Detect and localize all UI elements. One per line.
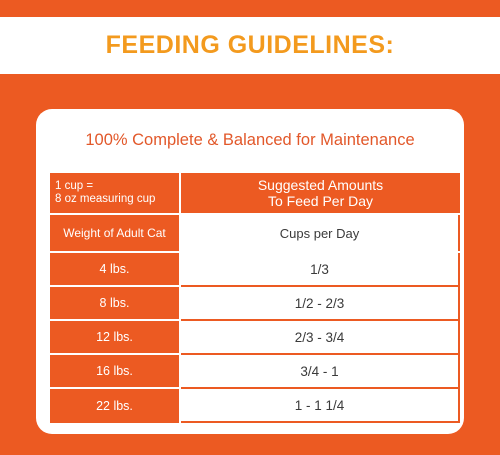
measuring-note: 1 cup = 8 oz measuring cup: [50, 173, 181, 213]
cups-cell: 2/3 - 3/4: [181, 321, 460, 355]
table-column-headers: Weight of Adult Cat Cups per Day: [50, 213, 460, 253]
measuring-note-line1: 1 cup =: [55, 180, 94, 192]
column-header-weight: Weight of Adult Cat: [50, 215, 181, 251]
weight-cell: 4 lbs.: [50, 253, 181, 287]
table-header-top: 1 cup = 8 oz measuring cup Suggested Amo…: [50, 173, 460, 213]
column-header-cups: Cups per Day: [181, 215, 460, 251]
suggested-amounts-line1: Suggested Amounts: [257, 177, 384, 193]
suggested-amounts-line2: To Feed Per Day: [267, 193, 374, 209]
cups-cell: 1/3: [181, 253, 460, 287]
title-banner: FEEDING GUIDELINES:: [0, 17, 500, 74]
weight-cell: 22 lbs.: [50, 389, 181, 423]
card-title: 100% Complete & Balanced for Maintenance: [85, 131, 415, 149]
table-row: 4 lbs. 1/3: [50, 253, 460, 287]
weight-cell: 8 lbs.: [50, 287, 181, 321]
table-row: 22 lbs. 1 - 1 1/4: [50, 389, 460, 423]
weight-cell: 12 lbs.: [50, 321, 181, 355]
table-row: 8 lbs. 1/2 - 2/3: [50, 287, 460, 321]
feeding-card: 100% Complete & Balanced for Maintenance…: [36, 109, 464, 434]
measuring-note-line2: 8 oz measuring cup: [55, 193, 156, 205]
cups-cell: 3/4 - 1: [181, 355, 460, 389]
table-row: 12 lbs. 2/3 - 3/4: [50, 321, 460, 355]
feeding-table: 1 cup = 8 oz measuring cup Suggested Amo…: [50, 173, 460, 423]
weight-cell: 16 lbs.: [50, 355, 181, 389]
page-title: FEEDING GUIDELINES:: [105, 31, 395, 59]
top-strip: [0, 0, 500, 17]
cups-cell: 1/2 - 2/3: [181, 287, 460, 321]
suggested-amounts-header: Suggested Amounts To Feed Per Day: [181, 173, 460, 213]
cups-cell: 1 - 1 1/4: [181, 389, 460, 423]
table-row: 16 lbs. 3/4 - 1: [50, 355, 460, 389]
